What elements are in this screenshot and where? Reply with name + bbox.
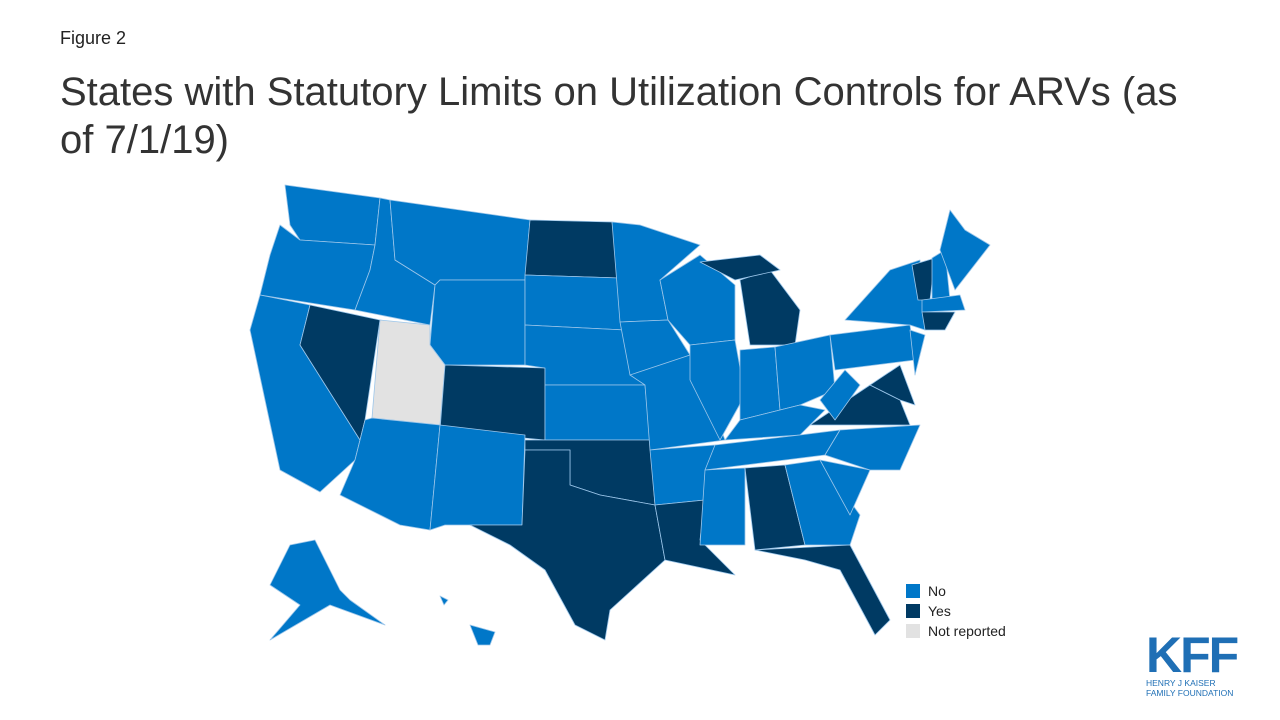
state <box>284 184 381 246</box>
title: States with Statutory Limits on Utilizat… <box>60 70 1178 162</box>
state <box>469 624 496 646</box>
state <box>819 459 871 516</box>
state <box>829 324 916 371</box>
state <box>544 384 651 441</box>
state <box>439 595 449 606</box>
state <box>429 424 526 531</box>
legend-swatch <box>906 584 920 598</box>
state <box>909 329 926 376</box>
state <box>921 294 966 313</box>
legend-label: No <box>928 583 946 599</box>
legend: No Yes Not reported <box>906 581 1006 641</box>
legend-swatch <box>906 624 920 638</box>
figure-label: Figure 2 <box>60 28 127 48</box>
state <box>524 219 621 279</box>
state <box>939 209 991 291</box>
state <box>689 339 746 441</box>
state <box>429 279 526 366</box>
state <box>819 369 861 421</box>
legend-item: Not reported <box>906 621 1006 641</box>
logo-tagline: HENRY J KAISER FAMILY FOUNDATION <box>1146 678 1234 698</box>
state <box>469 449 666 641</box>
state <box>269 539 386 641</box>
legend-label: Yes <box>928 603 951 619</box>
states <box>249 184 991 646</box>
state <box>699 467 746 546</box>
state <box>824 424 921 471</box>
legend-item: No <box>906 581 1006 601</box>
state <box>699 254 781 281</box>
state <box>774 334 836 411</box>
state <box>739 346 781 421</box>
state <box>739 269 801 346</box>
legend-label: Not reported <box>928 623 1006 639</box>
state <box>654 499 736 576</box>
state <box>869 364 916 406</box>
legend-item: Yes <box>906 601 1006 621</box>
state <box>754 544 891 636</box>
state <box>921 311 956 331</box>
state <box>524 274 626 331</box>
legend-swatch <box>906 604 920 618</box>
logo: KFF HENRY J KAISER FAMILY FOUNDATION <box>1146 627 1239 698</box>
state <box>724 404 826 441</box>
logo-name: KFF <box>1146 627 1239 683</box>
state <box>784 459 861 546</box>
